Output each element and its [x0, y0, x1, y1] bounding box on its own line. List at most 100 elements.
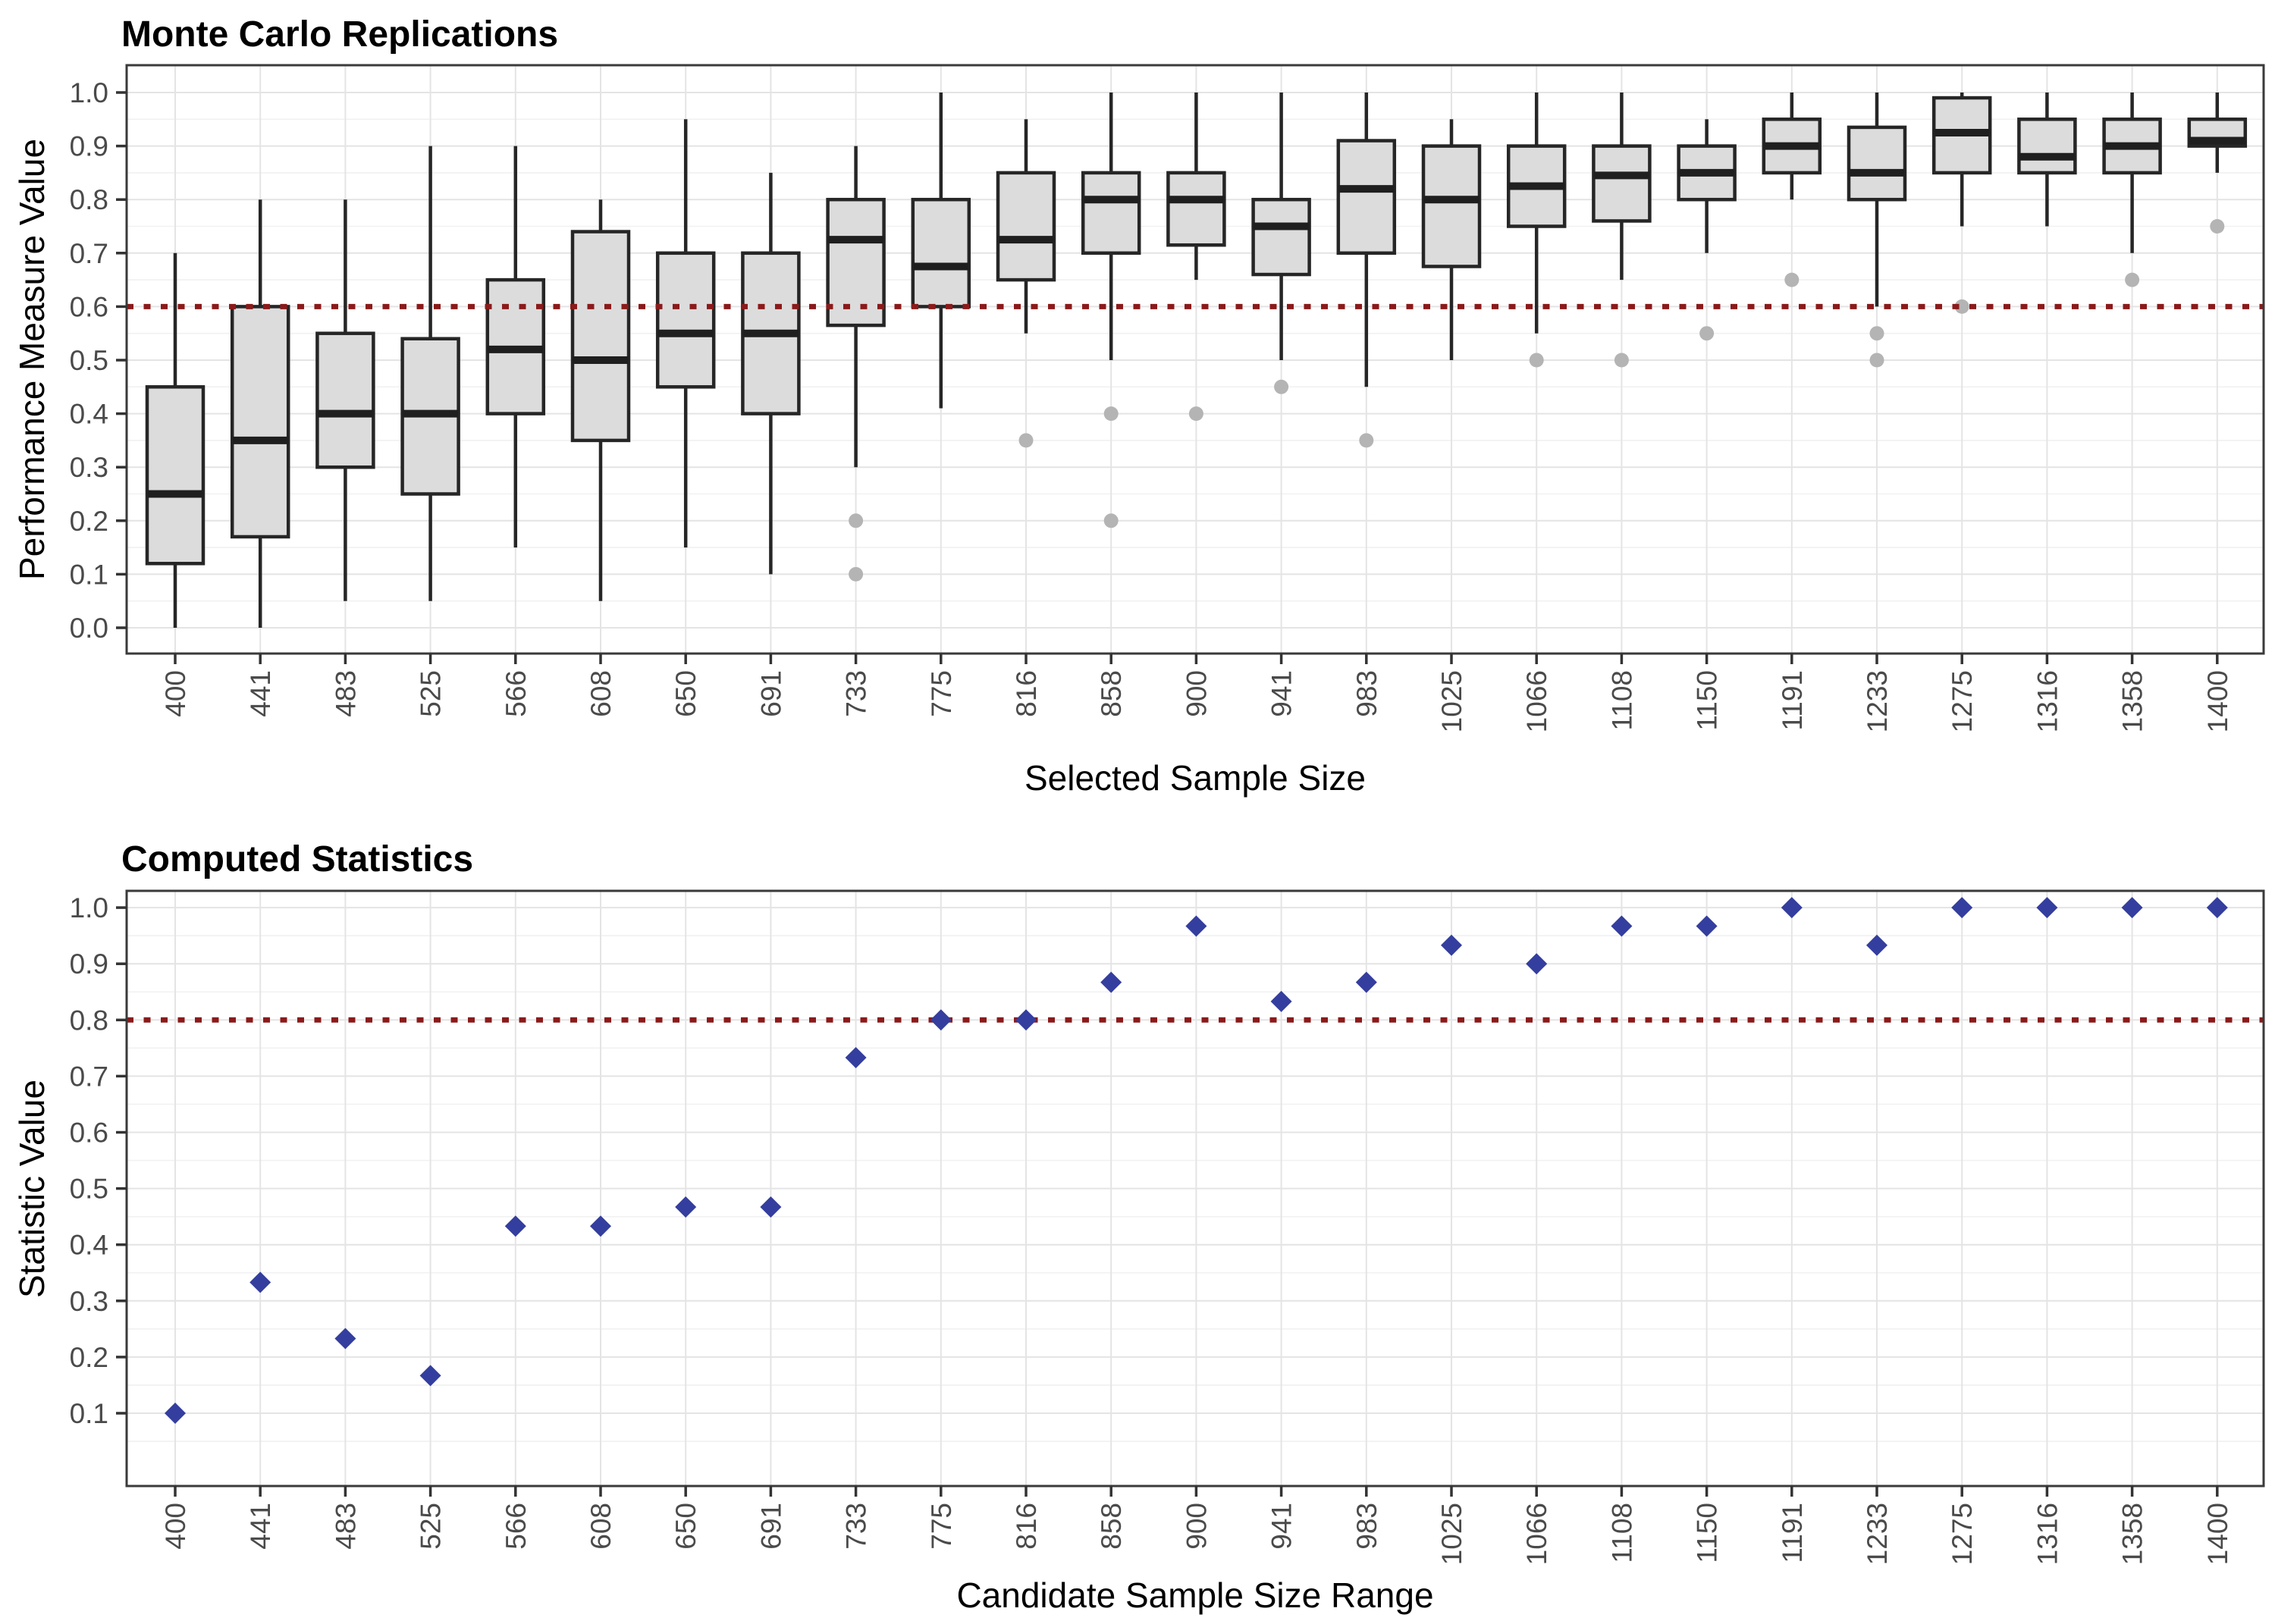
scatter-diamond: [165, 1403, 186, 1424]
x-tick-label: 1358: [2117, 1503, 2148, 1565]
box-group-650: [655, 119, 716, 548]
x-tick-label: 1191: [1777, 1503, 1808, 1563]
scatter-diamond: [675, 1196, 697, 1218]
iqr-box: [1251, 197, 1311, 277]
outlier-point: [1359, 433, 1374, 448]
x-tick-label: 858: [1096, 670, 1127, 717]
y-tick-label: 0.8: [70, 184, 108, 215]
x-tick-label: 1400: [2202, 1503, 2233, 1565]
scatter-diamond: [1951, 897, 1973, 919]
iqr-box: [145, 385, 206, 566]
box-group-608: [570, 199, 631, 601]
y-tick-label: 0.1: [70, 1398, 108, 1429]
y-tick-label: 1.0: [70, 77, 108, 108]
outlier-point: [1188, 406, 1203, 422]
scatter-diamond: [1185, 915, 1207, 937]
y-tick-label: 0.8: [70, 1005, 108, 1036]
scatter-diamond: [2036, 897, 2058, 919]
box-group-1066: [1506, 92, 1567, 368]
box-group-1191: [1762, 92, 1822, 287]
outlier-point: [849, 566, 864, 582]
boxplot-chart: 0.0 0.1 0.2 0.3 0.4 0.5 0.6 0.7 0.8 0.9 1.0 400 441 4…: [70, 64, 2265, 732]
x-tick-label: 483: [330, 1503, 361, 1550]
x-tick-label: 1150: [1692, 1503, 1723, 1563]
outlier-point: [1274, 379, 1289, 394]
y-tick-label: 0.4: [70, 399, 108, 430]
iqr-box: [1081, 171, 1141, 256]
scatter-diamond: [845, 1046, 867, 1068]
x-tick-label: 1108: [1606, 670, 1637, 731]
x-tick-label: 441: [245, 1503, 276, 1550]
iqr-box: [1336, 139, 1397, 256]
x-tick-label: 983: [1351, 670, 1382, 717]
box-group-1025: [1421, 119, 1482, 360]
y-tick-label: 0.0: [70, 613, 108, 644]
scatter-diamond: [1441, 934, 1462, 956]
scatter-diamond: [1015, 1009, 1037, 1031]
scatter-diamond: [930, 1009, 952, 1031]
x-tick-label: 400: [160, 1503, 191, 1550]
scatter-diamond: [1781, 897, 1803, 919]
x-tick-label: 1150: [1692, 670, 1723, 731]
box-group-441: [230, 199, 290, 628]
box-group-566: [485, 146, 546, 548]
x-tick-label: 608: [585, 670, 617, 717]
x-tick-label: 1066: [1521, 670, 1552, 732]
box-group-775: [911, 92, 971, 409]
y-tick-label: 1.0: [70, 892, 108, 923]
box-group-1108: [1592, 92, 1652, 368]
box-group-858: [1081, 92, 1141, 528]
outlier-point: [1869, 353, 1884, 368]
x-tick-label: 900: [1181, 670, 1212, 717]
x-tick-label: 650: [670, 670, 701, 717]
x-tick-label: 566: [500, 670, 532, 717]
box-group-816: [996, 119, 1056, 448]
x-tick-label: 1191: [1777, 670, 1808, 731]
scatter-diamond: [1100, 971, 1122, 993]
y-tick-label: 0.6: [70, 291, 108, 322]
box-group-1275: [1931, 92, 1992, 314]
x-tick-label: 650: [670, 1503, 701, 1550]
x-tick-label: 691: [755, 1503, 786, 1550]
iqr-box: [655, 251, 716, 389]
iqr-box: [315, 331, 375, 469]
scatter-diamond: [760, 1196, 782, 1218]
plot-title-statistics: Computed Statistics: [121, 839, 474, 879]
y-tick-label: 0.2: [70, 1342, 108, 1373]
box-group-900: [1166, 92, 1226, 422]
iqr-box: [570, 230, 631, 443]
box-group-483: [315, 199, 375, 601]
box-group-525: [400, 146, 460, 601]
x-tick-label: 1233: [1862, 1503, 1893, 1565]
y-tick-label: 0.9: [70, 948, 108, 980]
x-tick-label: 1316: [2032, 670, 2063, 732]
x-tick-label: 775: [926, 670, 957, 717]
outlier-point: [1614, 353, 1629, 368]
box-group-1316: [2017, 92, 2077, 227]
scatter-diamond: [2206, 897, 2228, 919]
x-tick-label: 608: [585, 1503, 617, 1550]
x-tick-label: 691: [755, 670, 786, 717]
scatter-diamond: [1526, 953, 1548, 975]
scatter-diamond: [334, 1328, 356, 1350]
y-tick-label: 0.5: [70, 1174, 108, 1205]
outlier-point: [2125, 272, 2140, 287]
outlier-point: [1103, 406, 1119, 422]
x-tick-label: 1358: [2117, 670, 2148, 732]
y-tick-label: 0.5: [70, 345, 108, 376]
outlier-point: [1699, 326, 1715, 341]
scatter-diamond: [1270, 990, 1292, 1012]
scatter-diamond: [2121, 897, 2143, 919]
x-tick-label: 1025: [1436, 1503, 1467, 1565]
outlier-point: [1103, 513, 1119, 528]
x-tick-label: 858: [1096, 1503, 1127, 1550]
x-tick-label: 941: [1266, 670, 1298, 717]
outlier-point: [1869, 326, 1884, 341]
x-tick-label: 733: [841, 670, 872, 717]
box-group-941: [1251, 92, 1311, 394]
x-tick-label: 566: [500, 1503, 532, 1550]
scatter-diamond: [590, 1215, 611, 1237]
x-tick-label: 1316: [2032, 1503, 2063, 1565]
y-tick-label: 0.7: [70, 238, 108, 269]
